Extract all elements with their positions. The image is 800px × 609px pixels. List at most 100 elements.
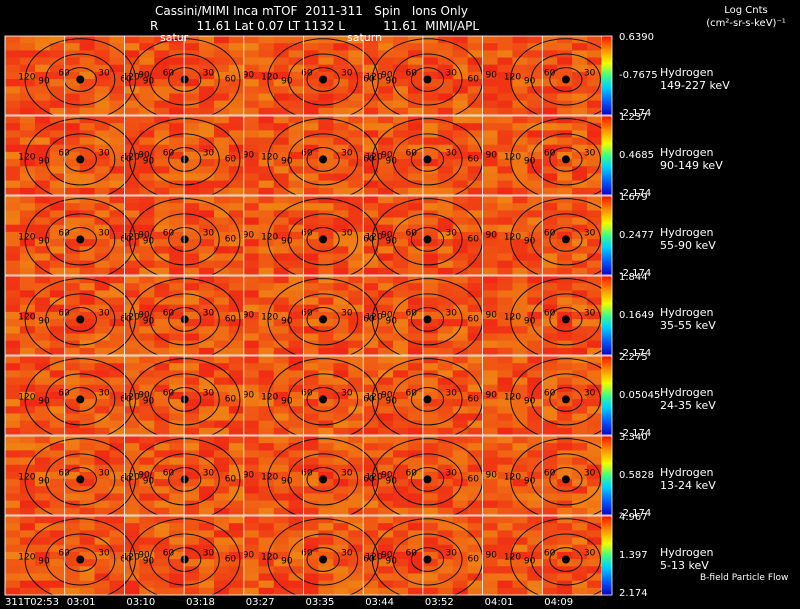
heat-cell bbox=[437, 544, 454, 553]
contour-label: 60 bbox=[58, 228, 70, 238]
contour-label: 30 bbox=[584, 388, 596, 398]
heat-cell bbox=[139, 347, 155, 356]
heat-cell bbox=[124, 260, 140, 269]
heat-cell bbox=[154, 370, 170, 379]
heat-cell bbox=[422, 486, 439, 494]
heat-cell bbox=[437, 231, 454, 240]
heat-cell bbox=[512, 413, 528, 422]
heat-cell bbox=[437, 551, 454, 560]
heat-cell bbox=[273, 173, 290, 182]
heat-cell bbox=[482, 420, 498, 429]
heat-cell bbox=[288, 436, 304, 444]
heat-cell bbox=[572, 580, 588, 589]
heat-cell bbox=[527, 71, 543, 80]
heat-cell bbox=[333, 479, 349, 487]
heat-cell bbox=[497, 137, 513, 146]
heat-cell bbox=[318, 471, 334, 480]
heat-cell bbox=[572, 290, 588, 299]
heat-cell bbox=[288, 427, 304, 436]
heat-cell bbox=[184, 587, 200, 596]
heat-cell bbox=[363, 166, 379, 174]
heat-cell bbox=[214, 260, 230, 269]
contour-label: 120 bbox=[366, 232, 383, 242]
heat-cell bbox=[79, 196, 95, 204]
heat-cell bbox=[348, 413, 364, 422]
heat-cell bbox=[79, 57, 95, 66]
heat-cell bbox=[288, 587, 304, 596]
heat-cell bbox=[64, 471, 81, 480]
heat-cell bbox=[587, 413, 603, 422]
heat-cell bbox=[79, 523, 95, 531]
heat-cell bbox=[273, 123, 290, 131]
heat-cell bbox=[527, 443, 543, 451]
heat-cell bbox=[452, 36, 469, 44]
heat-cell bbox=[303, 326, 319, 334]
heat-cell bbox=[154, 283, 170, 291]
heat-cell bbox=[437, 326, 454, 334]
colorbar bbox=[602, 356, 612, 435]
heat-cell bbox=[333, 71, 349, 80]
heat-cell bbox=[214, 486, 230, 494]
panel-frame bbox=[4, 195, 613, 276]
heat-cell bbox=[437, 151, 454, 160]
heat-cell bbox=[94, 471, 110, 480]
heat-cell bbox=[124, 64, 140, 73]
contour-label: 120 bbox=[123, 312, 140, 322]
heat-cell bbox=[482, 537, 498, 546]
heat-cell bbox=[154, 391, 170, 400]
heat-cell bbox=[154, 406, 170, 414]
saturn-marker bbox=[561, 235, 570, 244]
heat-cell bbox=[363, 523, 379, 531]
contour-label: 120 bbox=[366, 392, 383, 402]
contour-label: 60 bbox=[544, 308, 556, 318]
heat-cell bbox=[49, 384, 66, 393]
heat-cell bbox=[482, 436, 498, 444]
heat-cell bbox=[258, 137, 275, 146]
heat-cell bbox=[378, 187, 394, 196]
colorbar-min: -2.174 bbox=[619, 268, 652, 279]
heat-cell bbox=[303, 79, 319, 87]
heat-cell bbox=[124, 333, 140, 342]
heat-cell bbox=[333, 443, 349, 451]
heat-cell bbox=[497, 166, 513, 174]
heat-cell bbox=[124, 210, 140, 219]
heat-cell bbox=[19, 457, 36, 466]
heat-cell bbox=[557, 566, 573, 574]
heat-cell bbox=[243, 253, 260, 262]
heat-cell bbox=[393, 36, 409, 44]
heat-cell bbox=[482, 159, 498, 167]
heat-cell bbox=[422, 123, 439, 131]
contour-line-0 bbox=[63, 387, 97, 412]
heat-cell bbox=[169, 377, 185, 386]
heat-cell bbox=[467, 551, 484, 560]
heat-cell bbox=[542, 246, 558, 254]
heat-cell bbox=[482, 413, 498, 422]
heat-cell bbox=[378, 86, 394, 94]
heat-cell bbox=[318, 377, 334, 386]
heat-cell bbox=[467, 340, 484, 349]
heat-cell bbox=[303, 573, 319, 582]
heat-cell bbox=[64, 43, 81, 51]
heat-cell bbox=[363, 93, 379, 102]
heat-cell bbox=[109, 537, 125, 546]
heat-cell bbox=[124, 173, 140, 182]
heat-cell bbox=[19, 260, 36, 269]
heat-cell bbox=[333, 523, 349, 531]
heat-cell bbox=[34, 311, 51, 320]
contour-label: 60 bbox=[58, 468, 70, 478]
heat-cell bbox=[378, 319, 394, 327]
heat-cell bbox=[273, 457, 290, 466]
heat-cell bbox=[333, 450, 349, 459]
heat-cell bbox=[228, 116, 245, 124]
heat-cell bbox=[154, 253, 170, 262]
heat-cell bbox=[5, 36, 21, 44]
heat-cell bbox=[363, 516, 379, 524]
heat-cell bbox=[258, 406, 275, 414]
heat-cell bbox=[243, 436, 260, 444]
heat-cell bbox=[124, 347, 140, 356]
contour-label: 30 bbox=[584, 549, 596, 559]
heat-cell bbox=[318, 443, 334, 451]
heat-cell bbox=[527, 450, 543, 459]
heat-cell bbox=[258, 363, 275, 371]
heat-cell bbox=[333, 500, 349, 509]
